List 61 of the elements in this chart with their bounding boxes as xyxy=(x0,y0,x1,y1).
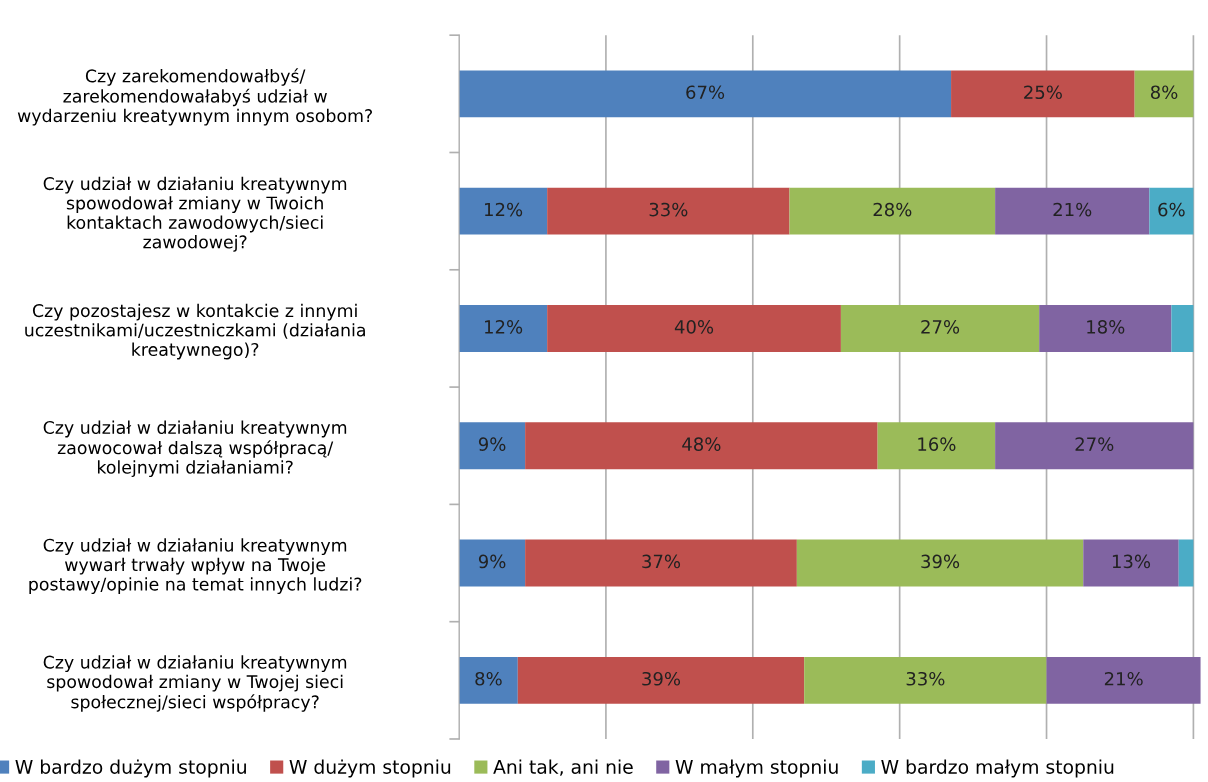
data-label: 12% xyxy=(485,320,523,334)
data-label: 21% xyxy=(1104,671,1143,686)
data-label: 39% xyxy=(642,671,681,686)
data-label: 6% xyxy=(1158,202,1185,217)
data-label: 21% xyxy=(1053,202,1092,217)
data-label: 13% xyxy=(1112,554,1151,569)
y-tick-label: Czy pozostajesz w kontakcie z innymi uczestnikami/uczestniczkami (działania kreatywnego)? xyxy=(25,303,365,360)
bar xyxy=(459,187,548,235)
legend-label: W bardzo dużym stopniu xyxy=(15,759,246,778)
bar xyxy=(1149,187,1194,235)
bar xyxy=(951,70,1135,118)
bar xyxy=(459,422,526,470)
bar xyxy=(459,70,952,118)
y-tick-label: Czy zarekomendowałbyś/ zarekomendowałabyś udział w wydarzeniu kreatywnym innym osobom? xyxy=(17,68,372,126)
bar xyxy=(547,304,841,352)
bar xyxy=(517,656,805,704)
data-label: 9% xyxy=(478,554,506,569)
y-tick-label: Czy udział w działaniu kreatywnym spowodował zmiany w Twoich kontaktach zawodowych/sieci zawodowej? xyxy=(43,176,347,252)
data-label: 16% xyxy=(918,437,956,451)
data-label: 8% xyxy=(475,671,502,686)
data-label: 28% xyxy=(873,202,912,217)
y-tick-label: Czy udział w działaniu kreatywnym wywarł trwały wpływ na Twoje postawy/opinie na temat innych ludzi? xyxy=(29,538,362,595)
data-label: 27% xyxy=(921,320,960,334)
data-label: 18% xyxy=(1087,320,1125,334)
data-label: 39% xyxy=(921,554,960,569)
bar xyxy=(1171,304,1194,352)
data-label: 33% xyxy=(906,671,945,686)
bar xyxy=(525,422,878,470)
bar xyxy=(459,539,526,587)
bar xyxy=(1039,304,1172,352)
data-label: 37% xyxy=(642,554,681,569)
data-label: 25% xyxy=(1024,85,1062,100)
data-label: 27% xyxy=(1075,437,1114,451)
bar xyxy=(525,539,797,587)
bar xyxy=(995,422,1194,470)
legend-label: W małym stopniu xyxy=(675,759,838,778)
data-label: 40% xyxy=(674,320,714,334)
legend-label: W bardzo małym stopniu xyxy=(881,759,1114,778)
data-label: 48% xyxy=(682,437,721,451)
bar xyxy=(840,304,1040,352)
bar xyxy=(547,187,790,235)
bar xyxy=(796,539,1084,587)
data-label: 67% xyxy=(686,85,725,100)
data-label: 33% xyxy=(649,202,688,217)
y-tick-label: Czy udział w działaniu kreatywnym spowodował zmiany w Twojej sieci społecznej/sieci współpracy? xyxy=(43,655,347,712)
bar xyxy=(459,304,548,352)
bar xyxy=(1046,656,1201,704)
bar xyxy=(459,656,518,704)
y-tick-label: Czy udział w działaniu kreatywnym zaowocował dalszą współpracą/ kolejnymi działaniami? xyxy=(43,420,347,478)
data-label: 9% xyxy=(478,437,506,451)
bar xyxy=(804,656,1047,704)
bar xyxy=(1083,539,1179,587)
data-label: 12% xyxy=(485,202,523,217)
data-label: 8% xyxy=(1150,85,1178,100)
legend-label: Ani tak, ani nie xyxy=(493,759,633,776)
bar xyxy=(1178,539,1194,587)
bar xyxy=(1134,70,1194,118)
bar xyxy=(877,422,996,470)
bar xyxy=(789,187,996,235)
bar xyxy=(995,187,1150,235)
legend-label: W dużym stopniu xyxy=(289,759,451,778)
